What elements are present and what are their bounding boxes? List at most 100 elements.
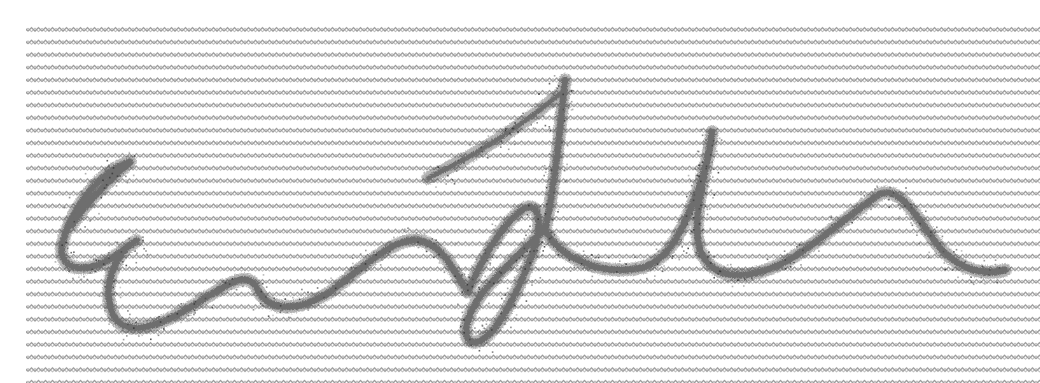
ink-speck <box>423 233 426 235</box>
ink-speck <box>72 217 75 220</box>
ink-speck <box>501 235 504 238</box>
ink-speck <box>531 280 534 282</box>
ink-speck <box>61 244 63 246</box>
ink-speck <box>68 270 70 273</box>
ink-speck <box>437 166 439 168</box>
ink-speck <box>818 250 820 252</box>
ink-speck <box>95 259 97 261</box>
ink-speck <box>117 245 120 248</box>
ink-speck <box>119 162 121 164</box>
ink-speck <box>694 168 697 170</box>
ink-speck <box>710 189 713 191</box>
ink-speck <box>710 218 713 220</box>
ink-speck <box>493 240 496 243</box>
ink-speck <box>106 182 109 185</box>
ink-speck <box>536 234 538 236</box>
ink-speck <box>469 144 471 146</box>
ink-speck <box>138 335 140 337</box>
ink-speck <box>946 253 948 255</box>
ink-speck <box>261 282 264 285</box>
ink-speck <box>135 261 138 264</box>
ink-speck <box>529 236 531 239</box>
ink-speck <box>415 232 418 234</box>
ink-speck <box>533 250 535 252</box>
ink-speck <box>107 289 110 291</box>
ink-speck <box>544 229 547 231</box>
ink-speck <box>686 195 688 198</box>
ink-speck <box>712 140 715 142</box>
ink-speck <box>876 185 878 187</box>
ink-speck <box>68 196 71 199</box>
ink-speck <box>372 251 375 254</box>
ink-speck <box>994 259 997 261</box>
ink-speck <box>194 312 196 314</box>
ink-speck <box>860 197 862 200</box>
ink-speck <box>798 242 801 245</box>
ink-speck <box>262 274 265 276</box>
ink-speck <box>267 315 270 317</box>
ink-speck <box>510 326 512 329</box>
ink-speck <box>550 231 553 234</box>
ink-speck <box>98 295 101 297</box>
ink-speck <box>946 268 948 271</box>
ink-speck <box>100 196 102 199</box>
ink-speck <box>303 303 305 305</box>
ink-speck <box>500 312 502 315</box>
ink-speck <box>211 306 214 309</box>
ink-speck <box>260 290 263 293</box>
ink-speck <box>242 285 244 288</box>
ink-speck <box>488 302 490 305</box>
ink-speck <box>341 277 344 279</box>
ink-speck <box>355 264 357 267</box>
ink-speck <box>708 137 710 139</box>
ink-speck <box>560 156 563 159</box>
ink-speck <box>935 252 938 255</box>
ink-speck <box>698 163 701 165</box>
ink-speck <box>125 264 128 267</box>
ink-speck <box>474 294 476 297</box>
ink-speck <box>713 277 715 279</box>
ink-speck <box>515 317 517 320</box>
ink-speck <box>704 205 707 207</box>
ink-speck <box>731 285 734 288</box>
ink-speck <box>654 275 656 277</box>
ink-speck <box>85 215 88 218</box>
ink-speck <box>566 89 569 91</box>
ink-speck <box>591 254 593 256</box>
ink-speck <box>301 288 303 291</box>
ink-speck <box>487 135 490 137</box>
ink-speck <box>874 188 876 190</box>
ink-speck <box>690 230 693 233</box>
ink-speck <box>186 320 188 323</box>
ink-speck <box>79 228 82 230</box>
ink-speck <box>569 270 572 272</box>
ink-speck <box>699 189 701 191</box>
ink-speck <box>661 270 664 273</box>
ink-speck <box>521 255 524 257</box>
ink-speck <box>84 226 86 228</box>
ink-speck <box>292 296 294 299</box>
ink-speck <box>186 310 188 312</box>
ink-speck <box>717 273 719 275</box>
ink-speck <box>492 282 495 285</box>
ink-speck <box>887 198 890 201</box>
ink-speck <box>957 276 959 279</box>
ink-speck <box>965 253 968 256</box>
ink-speck <box>697 212 699 214</box>
ink-speck <box>78 276 80 278</box>
ink-speck <box>859 212 861 215</box>
ink-speck <box>972 283 975 286</box>
ink-speck <box>365 249 367 252</box>
ink-speck <box>494 274 496 276</box>
ink-speck <box>951 260 954 263</box>
ink-speck <box>983 259 986 262</box>
ink-speckles <box>54 75 1001 353</box>
ink-speck <box>252 309 255 311</box>
ink-speck <box>286 311 288 314</box>
ink-speck <box>460 325 462 328</box>
ink-speck <box>504 129 507 132</box>
ink-speck <box>563 119 566 122</box>
ink-speck <box>495 256 498 259</box>
ink-speck <box>711 148 714 150</box>
ink-speck <box>311 292 313 295</box>
